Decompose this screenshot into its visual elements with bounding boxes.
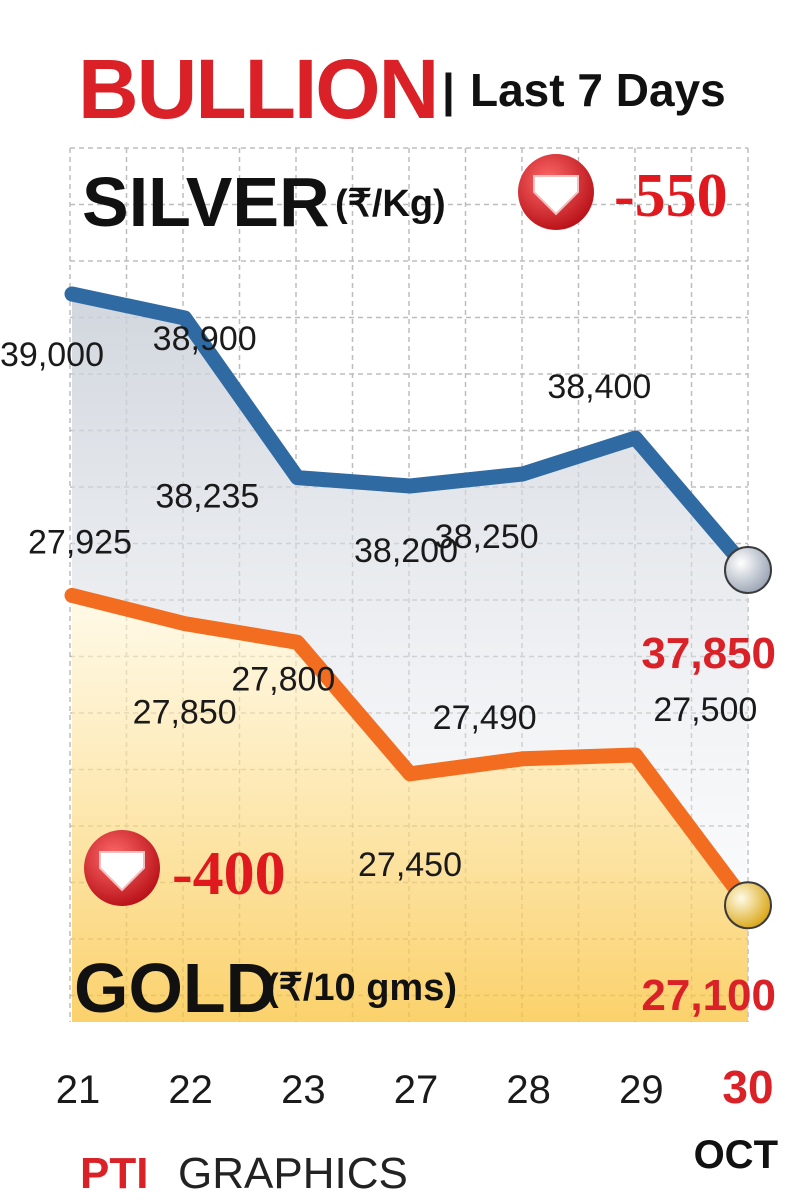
x-tick-label: 30	[722, 1061, 773, 1113]
silver-end-marker	[724, 546, 772, 594]
title-separator: |	[442, 64, 455, 116]
gold-series-name: GOLD	[74, 949, 276, 1027]
x-tick-label: 28	[506, 1068, 551, 1112]
pti-logo: PTI	[80, 1149, 148, 1198]
silver-change: -550	[614, 162, 728, 230]
x-tick-label: 21	[56, 1068, 101, 1112]
gold-final-value: 27,100	[641, 971, 776, 1020]
silver-data-label: 38,250	[435, 518, 539, 556]
gold-unit: (₹/10 gms)	[266, 967, 457, 1009]
chart-title: BULLION	[78, 42, 437, 136]
gold-area	[72, 595, 748, 1022]
gold-data-label: 27,800	[231, 660, 335, 698]
silver-data-label: 38,900	[153, 320, 257, 358]
x-tick-label: 22	[168, 1068, 213, 1112]
gold-data-label: 27,925	[28, 523, 132, 561]
silver-series-name: SILVER	[82, 163, 330, 241]
month-label: OCT	[694, 1133, 778, 1177]
x-tick-label: 29	[619, 1068, 664, 1112]
gold-series-line	[64, 587, 756, 913]
gold-down-arrow-icon	[84, 830, 160, 906]
silver-data-label: 38,200	[354, 532, 458, 570]
x-tick-label: 27	[394, 1068, 439, 1112]
gold-end-marker	[724, 881, 772, 930]
silver-down-arrow-icon	[518, 154, 594, 230]
gold-data-label: 27,500	[653, 691, 757, 729]
credit-text: GRAPHICS	[178, 1149, 408, 1198]
gold-data-label: 27,450	[358, 846, 462, 884]
gold-data-label: 27,490	[433, 699, 537, 737]
silver-data-label: 38,235	[155, 478, 259, 516]
chart-subtitle: Last 7 Days	[470, 64, 726, 116]
silver-series-line	[64, 286, 756, 578]
gold-data-label: 27,850	[133, 694, 237, 732]
silver-unit: (₹/Kg)	[335, 183, 446, 225]
silver-final-value: 37,850	[641, 629, 776, 678]
x-tick-label: 23	[281, 1068, 326, 1112]
gold-change: -400	[172, 840, 286, 908]
silver-data-label: 38,400	[547, 368, 651, 406]
silver-data-label: 39,000	[0, 336, 104, 374]
